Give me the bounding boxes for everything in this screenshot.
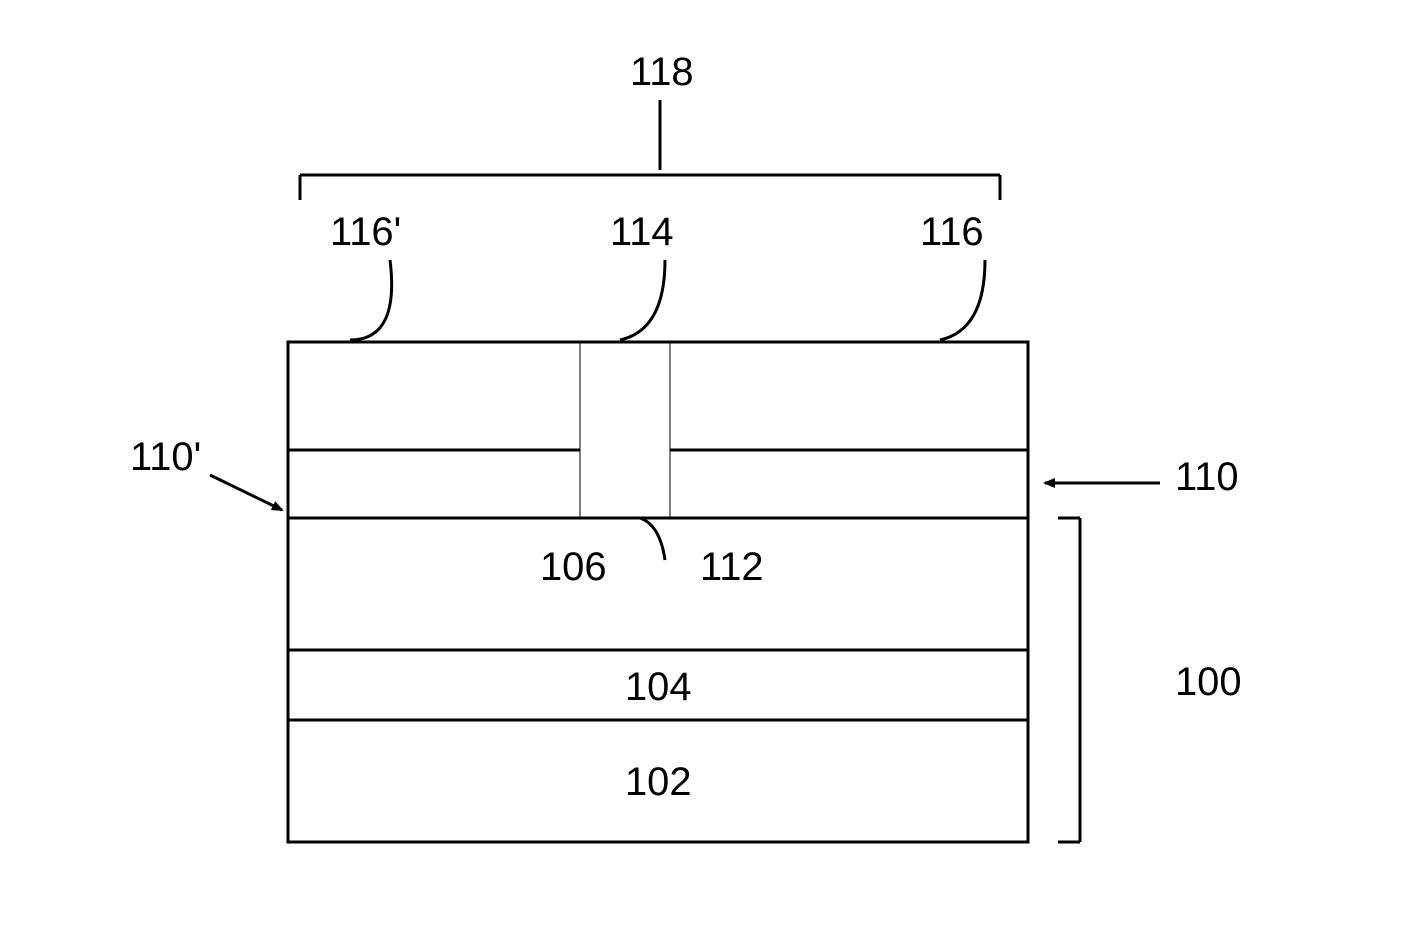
label-118: 118 [630, 50, 694, 94]
label-114: 114 [610, 210, 674, 254]
diagram-canvas: 118 116' 114 116 110' 110 106 112 104 102 100 [0, 0, 1408, 938]
label-102: 102 [625, 760, 692, 804]
label-116-prime: 116' [330, 210, 401, 254]
label-116: 116 [920, 210, 984, 254]
label-106: 106 [540, 545, 607, 589]
label-110-prime: 110' [130, 435, 201, 479]
label-110: 110 [1175, 455, 1239, 499]
label-112: 112 [700, 545, 764, 589]
label-104: 104 [625, 665, 692, 709]
label-100: 100 [1175, 660, 1242, 704]
